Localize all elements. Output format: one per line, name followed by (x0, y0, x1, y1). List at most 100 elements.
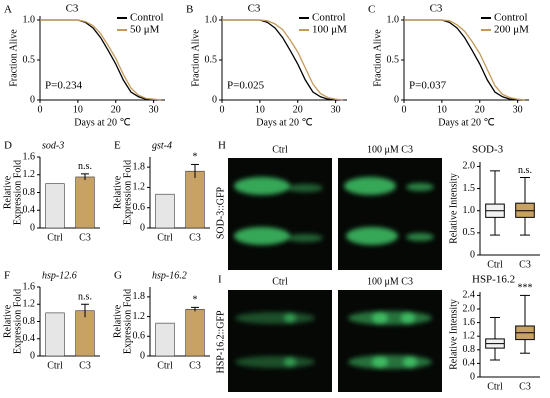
y-tick-label: 0.5 (205, 54, 218, 65)
survival-curve (40, 19, 162, 101)
y-tick-label: 0.5 (387, 54, 400, 65)
y-tick-label: 1.0 (387, 14, 400, 25)
y-axis-label: Expression Fold (122, 160, 133, 225)
x-tick-label: 0 (38, 104, 43, 115)
image-column-label: 100 μM C3 (367, 144, 413, 155)
y-tick-label: 0 (394, 94, 399, 105)
chart-title: C3 (248, 3, 261, 15)
significance: n.s. (518, 165, 532, 176)
bar (155, 193, 175, 229)
chart-title: HSP-16.2 (472, 274, 515, 286)
y-tick-label: 1.8 (133, 161, 146, 172)
y-tick-label: 1.2 (133, 311, 146, 322)
x-tick-label: 10 (437, 104, 447, 115)
y-tick-label: 0.6 (133, 202, 146, 213)
y-tick-label: 2.4 (463, 290, 476, 301)
image-column-label: Ctrl (272, 276, 288, 287)
y-tick-label: 2.0 (463, 303, 476, 314)
y-tick-label: 1.8 (133, 291, 146, 302)
micrograph (228, 158, 332, 270)
bar (185, 309, 205, 357)
y-tick-label: 1.2 (23, 169, 36, 180)
bar (75, 310, 95, 357)
panel-letter: E (114, 140, 121, 152)
p-value: P=0.234 (45, 80, 83, 92)
significance: * (193, 152, 198, 163)
y-tick-label: 0.4 (23, 333, 36, 344)
panel-letter: D (4, 140, 12, 152)
panel-letter: H (218, 140, 226, 152)
x-tick-label: 0 (402, 104, 407, 115)
x-tick-label: C3 (79, 232, 91, 243)
survival-curve (40, 19, 162, 101)
micrograph (338, 290, 442, 392)
chart-title: hsp-12.6 (42, 270, 77, 281)
y-axis-label: Relative (112, 304, 123, 338)
panel-letter: G (114, 270, 122, 282)
x-tick-label: C3 (189, 360, 201, 371)
y-axis-label: Expression Fold (12, 160, 23, 225)
y-tick-label: 0 (30, 350, 35, 361)
bar (45, 183, 65, 229)
y-axis-label: Expression Fold (12, 289, 23, 354)
legend-label: Control (494, 12, 528, 24)
significance: n.s. (78, 161, 92, 172)
y-tick-label: 0.5 (463, 227, 476, 238)
panel-letter: I (218, 274, 222, 286)
panel-letter: B (186, 4, 193, 16)
x-tick-label: Ctrl (157, 360, 173, 371)
x-tick-label: C3 (519, 259, 531, 270)
significance: n.s. (78, 292, 92, 303)
y-tick-label: 1.0 (463, 205, 476, 216)
y-tick-label: 0.4 (463, 358, 476, 369)
y-axis-label: Relative (2, 175, 13, 209)
p-value: P=0.025 (227, 80, 265, 92)
y-axis-label: Expression Fold (122, 289, 133, 354)
y-tick-label: 0.8 (23, 187, 36, 198)
x-tick-label: 20 (293, 104, 303, 115)
chart-title: C3 (430, 3, 443, 15)
y-tick-label: 0 (470, 371, 475, 382)
y-tick-label: 1.6 (463, 317, 476, 328)
x-tick-label: 30 (513, 104, 523, 115)
y-tick-label: 1.0 (205, 14, 218, 25)
y-tick-label: 0 (140, 222, 145, 233)
y-tick-label: 0 (30, 94, 35, 105)
image-column-label: Ctrl (272, 144, 288, 155)
y-tick-label: 0.8 (23, 316, 36, 327)
survival-curve (222, 19, 344, 101)
x-axis-label: Days at 20 ℃ (438, 117, 495, 128)
y-tick-label: 1.5 (463, 183, 476, 194)
chart-title: sod-3 (42, 140, 64, 151)
survival-curve (222, 19, 344, 101)
micrograph (338, 158, 442, 270)
p-value: P=0.037 (409, 80, 447, 92)
y-axis-label: Fraction Alive (372, 29, 383, 87)
bar (185, 170, 205, 229)
y-tick-label: 1.0 (23, 14, 36, 25)
y-axis-label: Fraction Alive (190, 29, 201, 87)
legend-label: Control (312, 12, 346, 24)
x-axis-label: Days at 20 ℃ (74, 117, 131, 128)
bar (75, 176, 95, 229)
chart-title: C3 (66, 3, 79, 15)
image-column-label: 100 μM C3 (367, 276, 413, 287)
y-axis-label: Relative (112, 175, 123, 209)
x-tick-label: 10 (73, 104, 83, 115)
y-tick-label: 0 (470, 249, 475, 260)
x-tick-label: 30 (149, 104, 159, 115)
y-axis-label: Fraction Alive (8, 29, 19, 87)
y-tick-label: 0.4 (23, 205, 36, 216)
y-tick-label: 0 (212, 94, 217, 105)
chart-title: gst-4 (152, 140, 172, 151)
x-tick-label: Ctrl (47, 232, 63, 243)
x-tick-label: 0 (220, 104, 225, 115)
y-tick-label: 2.0 (463, 161, 476, 172)
legend-label: 100 μM (312, 24, 347, 36)
micrograph (228, 290, 332, 392)
x-tick-label: Ctrl (47, 360, 63, 371)
x-tick-label: Ctrl (487, 259, 503, 270)
x-tick-label: 20 (475, 104, 485, 115)
survival-curve (404, 19, 526, 101)
y-axis-label: Relative Intensity (448, 173, 459, 244)
